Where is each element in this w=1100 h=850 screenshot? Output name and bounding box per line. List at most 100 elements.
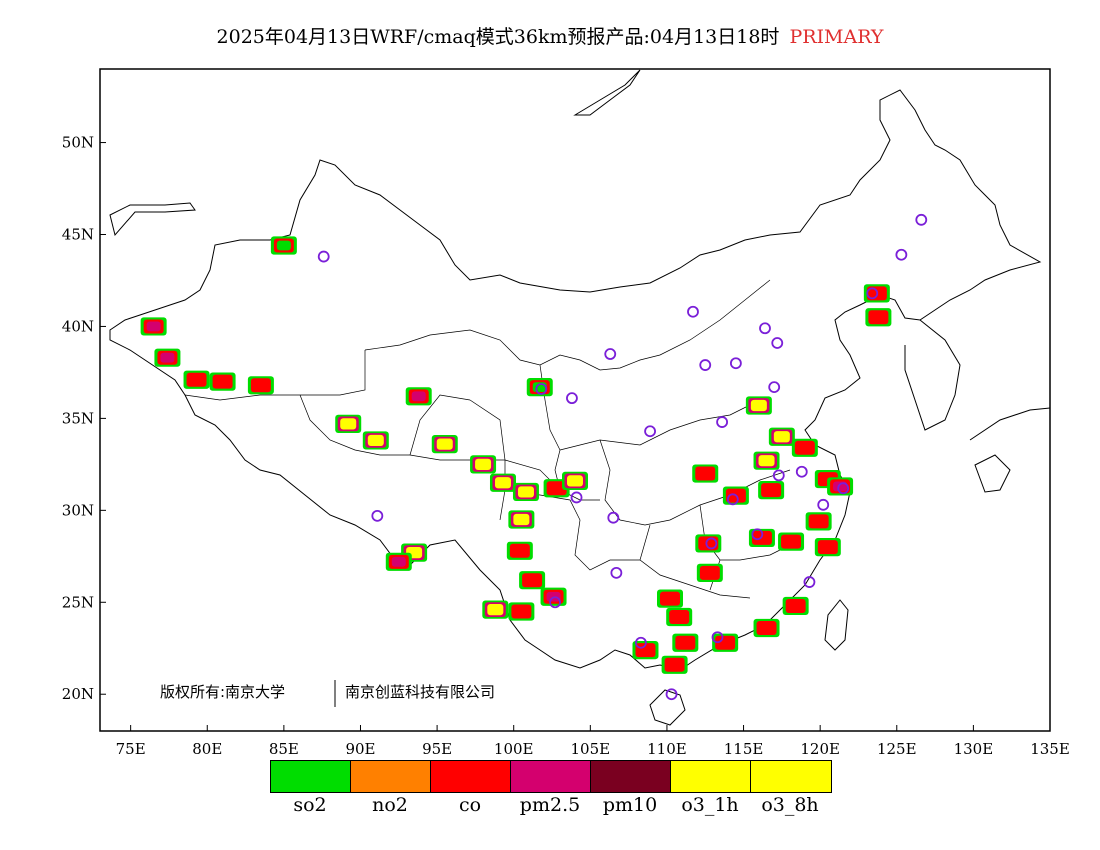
- legend-bar: [270, 760, 832, 793]
- city-station-marker: [837, 482, 850, 495]
- pollution-area-co: [712, 633, 739, 652]
- china-outer-border: [109, 89, 1042, 671]
- pollution-area-o3-1h: [362, 431, 389, 450]
- station-markers: [317, 213, 928, 701]
- pollution-cell: [698, 468, 713, 479]
- pollution-cell: [638, 645, 653, 655]
- city-station-marker: [705, 537, 718, 550]
- pollution-cell: [702, 567, 717, 578]
- japan-coast: [969, 407, 1051, 493]
- lat-tick-label: 50N: [62, 134, 94, 152]
- pollution-area-co: [519, 571, 546, 590]
- pollution-cell: [750, 399, 767, 412]
- pollution-area-co: [805, 512, 832, 531]
- city-station-marker: [803, 576, 816, 588]
- lon-tick-label: 125E: [877, 740, 917, 758]
- lon-tick-label: 75E: [116, 740, 146, 758]
- city-station-marker: [687, 305, 699, 318]
- pollution-area-o3-1h: [508, 510, 535, 529]
- map-frame: [99, 68, 1051, 732]
- city-station-marker: [610, 566, 623, 579]
- pollution-area-co: [247, 376, 274, 395]
- pollution-area-co: [666, 607, 693, 627]
- pollution-area-co: [814, 538, 841, 557]
- pollution-cell: [512, 545, 527, 556]
- legend-labels: so2 no2 co pm2.5 pm10 o3_1h o3_8h: [270, 794, 830, 816]
- lat-tick-label: 30N: [62, 501, 94, 519]
- lon-tick-label: 90E: [345, 740, 375, 758]
- copyright-right: 南京创蓝科技有限公司: [345, 683, 495, 701]
- city-station-marker: [549, 596, 561, 609]
- pollution-area-o3-1h: [482, 600, 509, 619]
- title-text: 2025年04月13日WRF/cmaq模式36km预报产品:04月13日18时: [216, 26, 780, 48]
- city-station-marker: [729, 357, 742, 370]
- pollution-area-co: [508, 602, 535, 621]
- legend-label: co: [458, 794, 482, 816]
- pollution-cell: [367, 434, 384, 447]
- pollution-area-o3-1h: [512, 482, 539, 502]
- pollution-cell: [411, 391, 426, 402]
- city-station-marker: [317, 250, 330, 263]
- pollution-cell: [475, 458, 492, 470]
- pollution-area-co: [865, 308, 892, 327]
- pollution-cell: [517, 486, 534, 498]
- copyright-left: 版权所有:南京大学: [160, 683, 285, 701]
- legend-swatch-no2: [351, 761, 431, 792]
- pollution-area-o3-1h: [489, 473, 516, 492]
- pollution-area-co: [696, 563, 723, 582]
- legend-swatch-pm25: [511, 761, 591, 792]
- pollution-area-pm25: [140, 317, 167, 336]
- lon-tick-label: 135E: [1030, 740, 1070, 758]
- pollution-cell: [487, 604, 504, 616]
- pollution-area-o3-1h: [562, 471, 588, 491]
- city-station-marker: [699, 359, 712, 371]
- pollution-cell: [160, 352, 175, 363]
- pollution-area-o3-1h: [335, 414, 362, 434]
- pollution-area-co: [209, 372, 236, 391]
- pollution-cell: [514, 606, 529, 617]
- city-station-marker: [751, 528, 764, 541]
- pollution-cell: [718, 637, 733, 648]
- legend-label: o3_1h: [681, 794, 739, 816]
- lon-tick-label: 120E: [800, 740, 840, 758]
- hainan-coast: [649, 689, 686, 726]
- pollution-cell: [663, 593, 677, 604]
- city-station-marker: [566, 392, 578, 405]
- pollution-cell: [549, 483, 564, 494]
- pollution-cell: [672, 612, 687, 622]
- pollution-area-pm25: [385, 552, 412, 571]
- lon-tick-label: 105E: [571, 740, 611, 758]
- pollution-cell: [759, 623, 774, 633]
- pollution-cell: [253, 380, 268, 391]
- pollution-area-o3-1h: [470, 455, 497, 474]
- pollution-cell: [701, 538, 716, 549]
- pollution-area-co: [692, 464, 719, 483]
- pollution-cell: [667, 659, 682, 670]
- city-station-marker: [768, 381, 781, 394]
- pollution-cell: [215, 376, 230, 387]
- pollution-cell: [146, 321, 161, 332]
- legend-label: pm2.5: [519, 794, 581, 816]
- city-station-marker: [866, 287, 879, 300]
- pollution-cell: [811, 516, 826, 527]
- city-station-marker: [634, 636, 647, 649]
- pollution-area-co: [753, 618, 780, 638]
- pollution-cell: [797, 442, 812, 453]
- pollution-area-pm25: [405, 387, 432, 406]
- pollution-area-co: [506, 541, 533, 560]
- pollution-cell: [189, 374, 204, 385]
- legend-label: no2: [372, 794, 408, 816]
- lon-tick-label: 110E: [647, 740, 687, 758]
- pollution-area-so2: [270, 236, 297, 255]
- city-station-marker: [604, 348, 617, 360]
- pollution-area-co: [758, 481, 785, 500]
- lat-tick-label: 35N: [62, 409, 94, 427]
- lon-tick-label: 100E: [494, 740, 534, 758]
- map-title: 2025年04月13日WRF/cmaq模式36km预报产品:04月13日18时 P…: [0, 22, 1100, 49]
- lat-tick-label: 20N: [62, 685, 94, 703]
- pollution-area-co: [778, 532, 805, 551]
- city-station-marker: [895, 248, 908, 261]
- lat-tick-label: 25N: [62, 593, 94, 611]
- lat-tick-label: 45N: [62, 226, 94, 244]
- caspian-shore: [109, 202, 196, 237]
